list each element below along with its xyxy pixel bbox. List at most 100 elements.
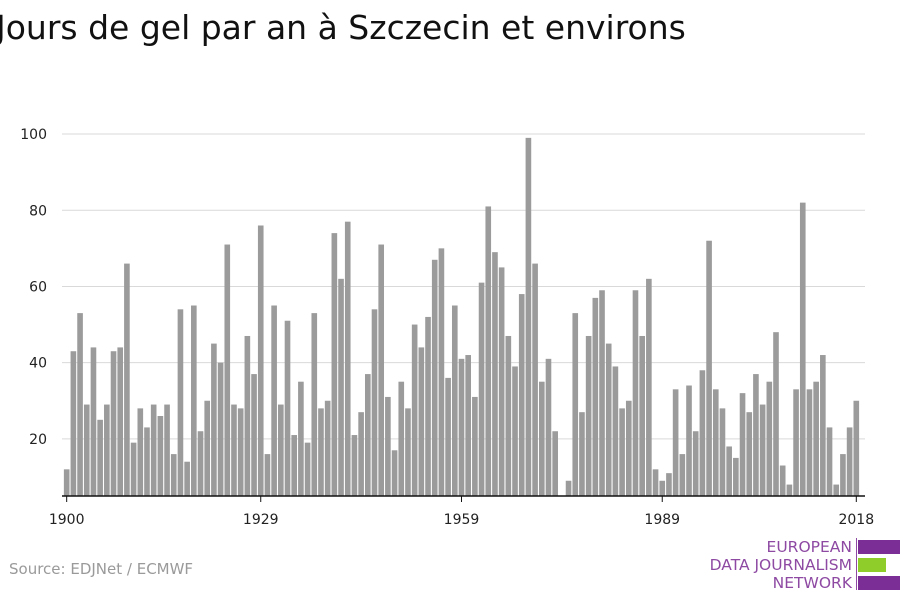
bar-1949 xyxy=(391,450,398,496)
logo-separator xyxy=(856,538,857,590)
x-tick-label: 1929 xyxy=(243,512,279,528)
source-note: Source: EDJNet / ECMWF xyxy=(9,560,194,578)
bar-2011 xyxy=(806,389,813,496)
bar-1975 xyxy=(565,480,572,496)
bar-2004 xyxy=(759,404,766,496)
bar-1972 xyxy=(545,358,552,496)
bar-1922 xyxy=(211,343,217,496)
bar-chart: 20 40 60 80 100 1900 1929 1959 1989 2018 xyxy=(20,127,874,528)
bar-1958 xyxy=(451,305,458,496)
bar-2018 xyxy=(853,400,860,496)
bar-1987 xyxy=(646,278,652,496)
y-axis-tick-labels: 20 40 60 80 100 xyxy=(20,127,47,448)
bar-1928 xyxy=(251,374,257,496)
bar-1932 xyxy=(278,404,284,496)
bar-1939 xyxy=(324,400,331,496)
bar-1991 xyxy=(672,389,679,496)
bar-1997 xyxy=(712,389,719,496)
bar-1901 xyxy=(70,351,77,496)
bar-1993 xyxy=(686,385,692,496)
bar-1989 xyxy=(659,480,666,496)
bar-1983 xyxy=(619,408,625,496)
bar-1941 xyxy=(338,278,344,496)
bar-2017 xyxy=(846,427,853,496)
bars xyxy=(63,137,860,497)
bar-2009 xyxy=(793,389,799,496)
bar-1912 xyxy=(144,427,150,496)
bar-1938 xyxy=(318,408,324,496)
bar-1978 xyxy=(585,335,592,496)
bar-1906 xyxy=(104,404,110,496)
bar-1988 xyxy=(652,469,659,496)
bar-1961 xyxy=(472,396,478,496)
bar-2002 xyxy=(746,412,753,496)
chart-title: Jours de gel par an à Szczecin et enviro… xyxy=(0,8,686,47)
bar-1902 xyxy=(77,313,83,496)
bar-1965 xyxy=(498,267,505,496)
bar-1923 xyxy=(217,362,224,496)
bar-1990 xyxy=(666,473,672,496)
bar-1921 xyxy=(204,400,211,496)
logo-text-line-3: NETWORK xyxy=(772,574,852,592)
bar-1943 xyxy=(351,435,358,496)
bar-2006 xyxy=(773,332,779,496)
bar-1962 xyxy=(478,282,485,496)
bar-2015 xyxy=(833,484,840,496)
bar-1995 xyxy=(699,370,706,496)
bar-2012 xyxy=(813,381,819,496)
bar-1966 xyxy=(505,335,512,496)
bar-1900 xyxy=(63,469,70,496)
bar-1956 xyxy=(438,248,445,496)
bar-1976 xyxy=(572,313,579,496)
y-tick-label: 100 xyxy=(20,127,47,143)
bar-1918 xyxy=(184,461,190,496)
bar-1944 xyxy=(358,412,364,496)
bar-1930 xyxy=(264,454,271,496)
bar-1908 xyxy=(117,347,124,496)
bar-1955 xyxy=(431,259,438,496)
bar-1946 xyxy=(371,309,378,496)
bar-2010 xyxy=(799,202,806,496)
bar-1913 xyxy=(150,404,157,496)
bar-1905 xyxy=(97,419,103,496)
bar-1981 xyxy=(605,343,612,496)
bar-1904 xyxy=(90,347,97,496)
bar-1907 xyxy=(110,351,117,496)
y-tick-label: 60 xyxy=(29,279,47,295)
bar-1968 xyxy=(518,294,525,496)
bar-1986 xyxy=(639,335,645,496)
y-tick-label: 80 xyxy=(29,203,47,219)
bar-1948 xyxy=(385,396,391,496)
bar-2014 xyxy=(826,427,833,496)
bar-2008 xyxy=(786,484,793,496)
y-tick-label: 20 xyxy=(29,432,47,448)
x-tick-label: 2018 xyxy=(838,512,874,528)
bar-1914 xyxy=(157,415,164,496)
bar-1915 xyxy=(164,404,170,496)
bar-1926 xyxy=(237,408,244,496)
bar-1903 xyxy=(83,404,90,496)
bar-1929 xyxy=(257,225,264,497)
bar-1963 xyxy=(485,206,492,496)
bar-1967 xyxy=(512,366,518,496)
bar-1977 xyxy=(579,412,585,496)
bar-1935 xyxy=(298,381,304,496)
bar-1980 xyxy=(599,290,605,496)
logo-text-line-2: DATA JOURNALISM xyxy=(709,556,852,574)
bar-1984 xyxy=(625,400,632,496)
bar-1937 xyxy=(311,313,318,496)
bar-2005 xyxy=(766,381,773,496)
bar-1911 xyxy=(137,408,144,496)
bar-1957 xyxy=(445,377,451,496)
edjnet-logo: EUROPEAN DATA JOURNALISM NETWORK xyxy=(700,538,900,594)
bar-1960 xyxy=(465,355,471,496)
bar-1952 xyxy=(411,324,418,496)
bar-1964 xyxy=(492,252,498,496)
bar-2001 xyxy=(739,393,746,496)
bar-2003 xyxy=(753,374,759,496)
bar-1999 xyxy=(726,446,732,496)
logo-text-line-1: EUROPEAN xyxy=(766,538,852,556)
bar-1971 xyxy=(538,381,545,496)
logo-bar-purple-top xyxy=(858,540,900,554)
bar-1998 xyxy=(719,408,726,496)
